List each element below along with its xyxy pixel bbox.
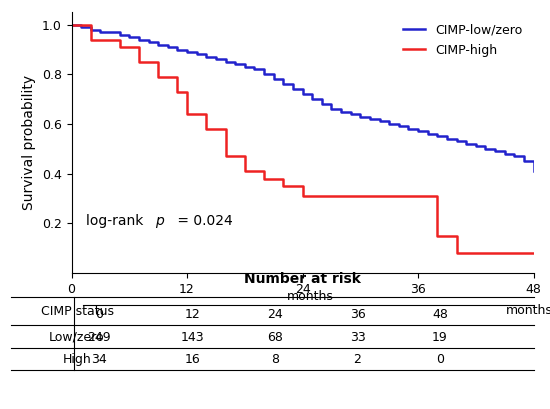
CIMP-high <box>174 74 180 79</box>
CIMP-high <box>453 233 460 238</box>
Text: log-rank: log-rank <box>86 214 148 228</box>
Line: CIMP-low/zero: CIMP-low/zero <box>72 25 534 171</box>
CIMP-high <box>434 233 441 238</box>
Text: 0: 0 <box>95 308 103 321</box>
Text: Low/zero: Low/zero <box>49 330 105 344</box>
Text: 2: 2 <box>354 353 361 366</box>
CIMP-high <box>222 154 229 159</box>
CIMP-high <box>241 169 248 173</box>
CIMP-high <box>117 37 123 42</box>
Text: p: p <box>155 214 164 228</box>
Y-axis label: Survival probability: Survival probability <box>22 75 36 210</box>
Text: = 0.024: = 0.024 <box>173 214 232 228</box>
CIMP-low/zero <box>338 107 344 112</box>
CIMP-high <box>87 37 94 42</box>
CIMP-high <box>453 251 460 256</box>
CIMP-low/zero <box>194 49 200 54</box>
CIMP-high <box>299 193 306 198</box>
CIMP-high <box>135 59 142 64</box>
CIMP-high <box>68 22 75 27</box>
CIMP-high <box>318 193 325 198</box>
CIMP-high <box>174 89 180 94</box>
Text: 19: 19 <box>432 330 448 344</box>
Text: months: months <box>506 304 550 317</box>
CIMP-high <box>280 184 287 189</box>
CIMP-high <box>155 59 162 64</box>
CIMP-low/zero <box>299 92 306 97</box>
CIMP-low/zero <box>87 25 94 29</box>
CIMP-low/zero <box>107 30 113 35</box>
Text: 16: 16 <box>185 353 200 366</box>
CIMP-high <box>117 45 123 49</box>
CIMP-high <box>299 184 306 189</box>
Text: 36: 36 <box>350 308 365 321</box>
CIMP-high <box>203 126 210 131</box>
CIMP-high <box>241 154 248 159</box>
Text: 33: 33 <box>350 330 365 344</box>
CIMP-high <box>318 193 325 198</box>
Text: 48: 48 <box>432 308 448 321</box>
Text: 0: 0 <box>436 353 444 366</box>
CIMP-high <box>184 89 190 94</box>
Text: 249: 249 <box>87 330 111 344</box>
CIMP-high <box>87 22 94 27</box>
Text: High: High <box>63 353 91 366</box>
CIMP-high <box>184 112 190 117</box>
Text: 34: 34 <box>91 353 107 366</box>
CIMP-low/zero <box>425 131 431 136</box>
CIMP-high <box>155 74 162 79</box>
Text: CIMP status: CIMP status <box>41 306 113 318</box>
CIMP-low/zero <box>68 22 75 27</box>
CIMP-high <box>261 169 267 173</box>
CIMP-high <box>222 126 229 131</box>
CIMP-high <box>135 45 142 49</box>
Text: Number at risk: Number at risk <box>244 272 361 286</box>
Text: months: months <box>287 290 334 303</box>
Legend: CIMP-low/zero, CIMP-high: CIMP-low/zero, CIMP-high <box>398 18 527 62</box>
CIMP-high <box>530 251 537 256</box>
Text: 143: 143 <box>181 330 204 344</box>
CIMP-high <box>261 176 267 181</box>
CIMP-high <box>434 193 441 198</box>
CIMP-high <box>203 112 210 117</box>
Line: CIMP-high: CIMP-high <box>72 25 534 253</box>
Text: 12: 12 <box>185 308 200 321</box>
CIMP-high <box>280 176 287 181</box>
Text: 68: 68 <box>267 330 283 344</box>
Text: 8: 8 <box>271 353 279 366</box>
CIMP-low/zero <box>530 169 537 173</box>
Text: 24: 24 <box>267 308 283 321</box>
